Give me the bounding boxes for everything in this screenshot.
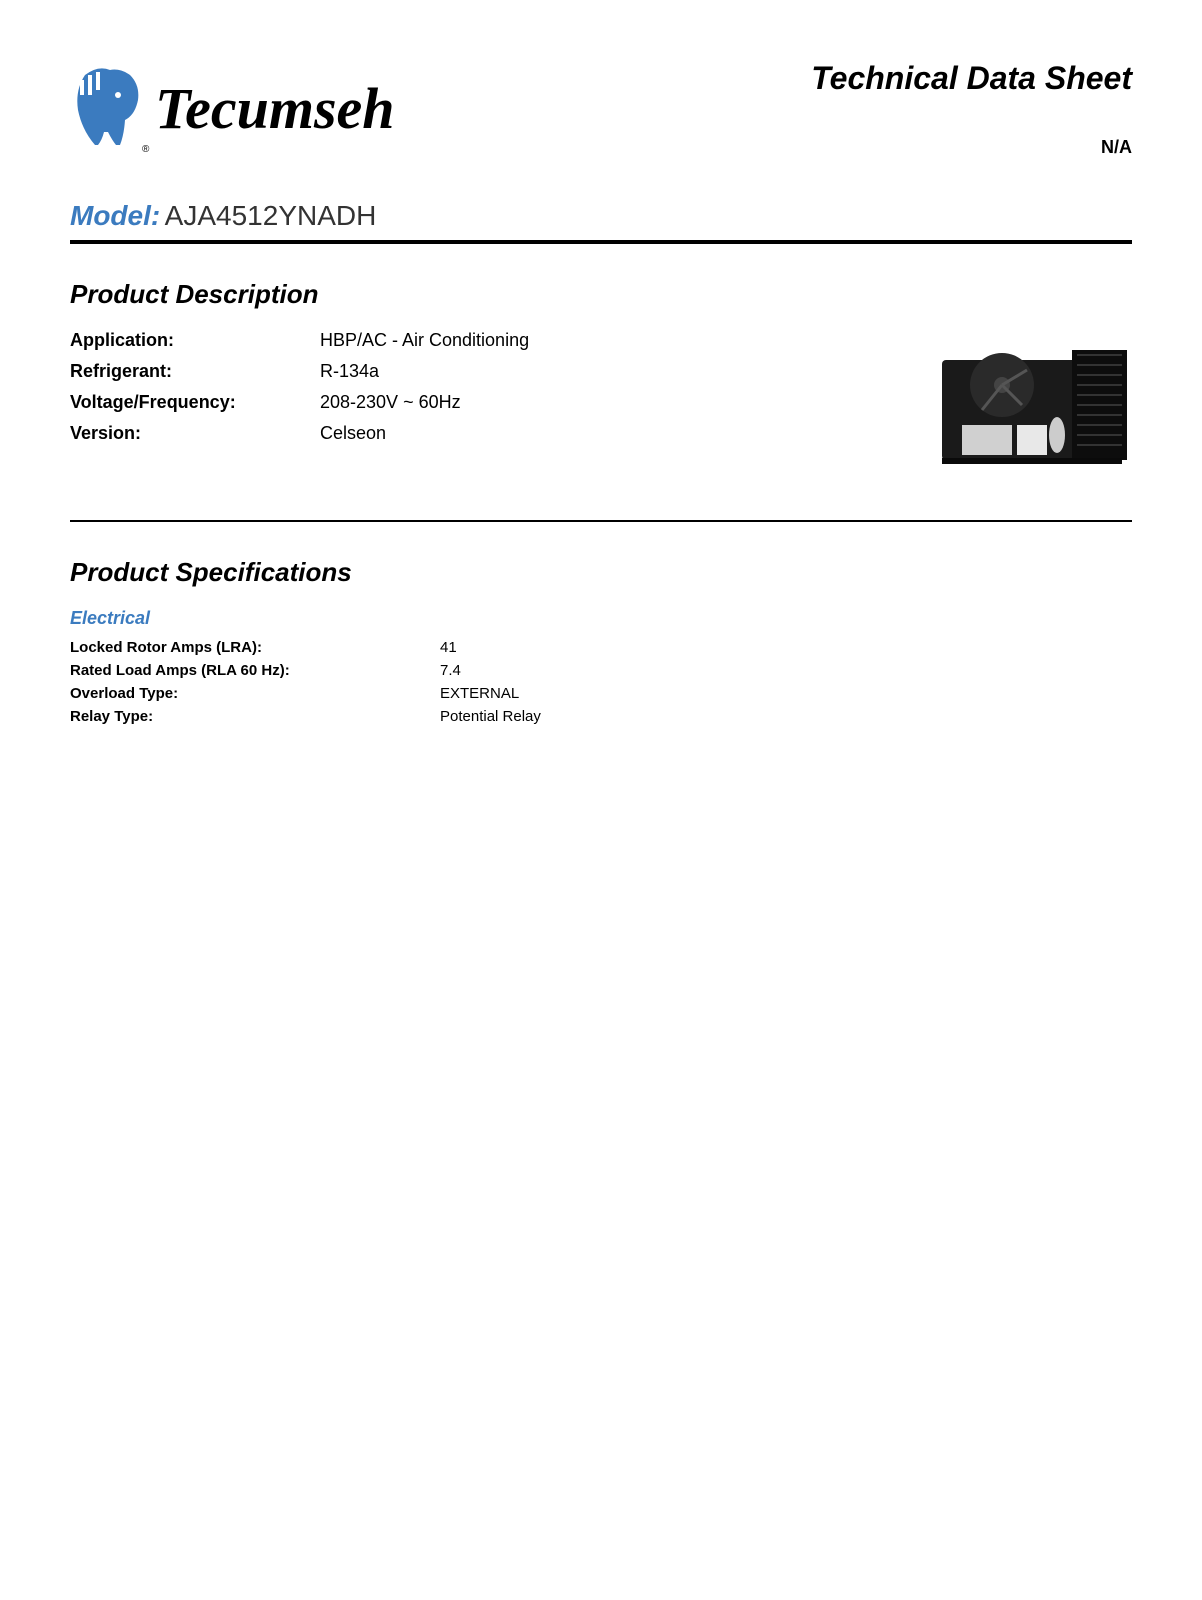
desc-item: Refrigerant: R-134a (70, 361, 892, 382)
company-name-text: Tecumseh (155, 76, 395, 141)
desc-value: Celseon (320, 423, 892, 444)
spec-label: Rated Load Amps (RLA 60 Hz): (70, 662, 440, 679)
desc-value: 208-230V ~ 60Hz (320, 392, 892, 413)
svg-text:®: ® (142, 144, 150, 155)
description-row: Application: HBP/AC - Air Conditioning R… (70, 330, 1132, 480)
spec-label: Overload Type: (70, 685, 440, 702)
description-table: Application: HBP/AC - Air Conditioning R… (70, 330, 892, 454)
desc-value: HBP/AC - Air Conditioning (320, 330, 892, 351)
section-divider (70, 520, 1132, 522)
model-label: Model: (70, 200, 160, 231)
desc-item: Voltage/Frequency: 208-230V ~ 60Hz (70, 392, 892, 413)
spec-item: Overload Type: EXTERNAL (70, 685, 1132, 702)
na-text: N/A (811, 137, 1132, 158)
spec-value: 41 (440, 639, 1132, 656)
document-title: Technical Data Sheet (811, 60, 1132, 97)
product-description-title: Product Description (70, 279, 1132, 310)
spec-item: Rated Load Amps (RLA 60 Hz): 7.4 (70, 662, 1132, 679)
spec-value: Potential Relay (440, 708, 1132, 725)
electrical-title: Electrical (70, 608, 1132, 629)
document-header: ® Tecumseh Technical Data Sheet N/A (70, 60, 1132, 160)
tecumseh-logo: ® Tecumseh (70, 60, 410, 160)
spec-value: 7.4 (440, 662, 1132, 679)
spec-label: Locked Rotor Amps (LRA): (70, 639, 440, 656)
desc-item: Application: HBP/AC - Air Conditioning (70, 330, 892, 351)
product-specifications-title: Product Specifications (70, 557, 1132, 588)
electrical-specs: Locked Rotor Amps (LRA): 41 Rated Load A… (70, 639, 1132, 725)
logo-area: ® Tecumseh (70, 60, 410, 160)
desc-label: Voltage/Frequency: (70, 392, 320, 413)
desc-value: R-134a (320, 361, 892, 382)
model-row: Model: AJA4512YNADH (70, 200, 1132, 244)
desc-label: Refrigerant: (70, 361, 320, 382)
desc-label: Application: (70, 330, 320, 351)
spec-item: Relay Type: Potential Relay (70, 708, 1132, 725)
product-photo (932, 330, 1132, 480)
header-right: Technical Data Sheet N/A (811, 60, 1132, 158)
desc-item: Version: Celseon (70, 423, 892, 444)
model-value: AJA4512YNADH (165, 200, 377, 231)
spec-label: Relay Type: (70, 708, 440, 725)
spec-item: Locked Rotor Amps (LRA): 41 (70, 639, 1132, 656)
desc-label: Version: (70, 423, 320, 444)
spec-value: EXTERNAL (440, 685, 1132, 702)
